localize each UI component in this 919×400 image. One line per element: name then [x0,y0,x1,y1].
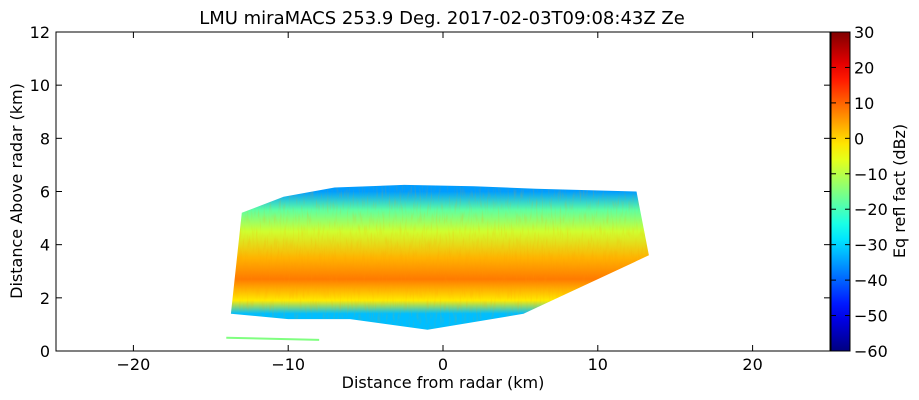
colorbar-tick-label: −40 [854,271,888,290]
colorbar-tick-label: −30 [854,236,888,255]
x-axis-ticks: −20 −10 0 10 20 [117,32,763,374]
colorbar-gradient [830,31,851,352]
x-tick-label: 0 [438,355,448,374]
y-tick-label: 10 [30,76,50,95]
colorbar-tick-label: 20 [854,58,874,77]
y-tick-label: 0 [40,342,50,361]
y-tick-label: 12 [30,23,50,42]
x-tick-label: −20 [117,355,151,374]
colorbar-tick-label: −60 [854,342,888,361]
plot-area [55,31,831,352]
y-tick-label: 8 [40,129,50,148]
y-axis-label: Distance Above radar (km) [7,83,26,299]
y-tick-label: 4 [40,236,50,255]
x-axis-label: Distance from radar (km) [342,373,545,392]
colorbar: −60 −50 −40 −30 −20 −10 0 10 20 30 Eq refl fact (… [830,23,909,361]
x-tick-label: 10 [588,355,608,374]
colorbar-tick-label: 30 [854,23,874,42]
colorbar-tick-label: −10 [854,165,888,184]
colorbar-tick-label: −20 [854,200,888,219]
colorbar-tick-label: 10 [854,94,874,113]
x-tick-label: −10 [271,355,305,374]
colorbar-label: Eq refl fact (dBz) [890,124,909,258]
colorbar-tick-label: −50 [854,307,888,326]
colorbar-ticks: −60 −50 −40 −30 −20 −10 0 10 20 30 [831,23,888,361]
chart-title: LMU miraMACS 253.9 Deg. 2017-02-03T09:08… [199,8,685,29]
colorbar-tick-label: 0 [854,129,864,148]
surface-echo [226,336,320,341]
y-tick-label: 2 [40,289,50,308]
x-tick-label: 20 [742,355,762,374]
y-axis-ticks: 0 2 4 6 8 10 12 [30,23,830,361]
y-tick-label: 6 [40,183,50,202]
